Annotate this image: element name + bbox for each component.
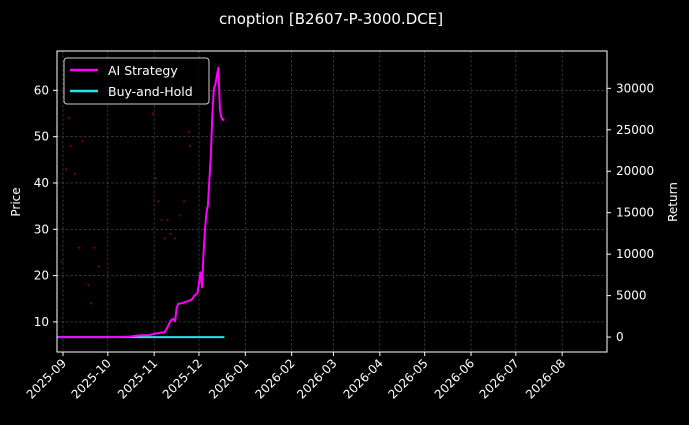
legend: AI Strategy Buy-and-Hold <box>63 57 210 105</box>
y-tick-label: 60 <box>34 83 49 97</box>
y2-tick-label: 0 <box>616 330 624 344</box>
y-tick-label: 50 <box>34 130 49 144</box>
chart-title: cnoption [B2607-P-3000.DCE] <box>219 10 443 28</box>
price-point <box>160 219 163 222</box>
left-y-axis-ticks: 10 20 30 40 50 60 <box>34 83 57 329</box>
price-point <box>64 168 67 171</box>
price-point <box>151 112 154 115</box>
price-point <box>189 144 192 147</box>
price-point <box>60 260 63 263</box>
price-point <box>169 232 172 235</box>
legend-box <box>63 57 210 105</box>
legend-label-ai-strategy: AI Strategy <box>108 63 178 78</box>
y2-tick-label: 5000 <box>616 289 647 303</box>
price-point <box>93 246 96 249</box>
price-point <box>157 200 160 203</box>
legend-label-buy-and-hold: Buy-and-Hold <box>108 84 193 99</box>
right-y-axis-ticks: 0 5000 10000 15000 20000 25000 30000 <box>607 81 654 344</box>
y-tick-label: 10 <box>34 315 49 329</box>
price-point <box>183 200 186 203</box>
y2-axis-label: Return <box>666 182 680 222</box>
price-point <box>73 172 76 175</box>
price-point <box>178 214 181 217</box>
price-point <box>166 219 169 222</box>
series-lines <box>57 66 225 339</box>
y-tick-label: 40 <box>34 176 49 190</box>
price-point <box>87 283 90 286</box>
plot-frame <box>56 50 608 353</box>
price-point <box>174 237 177 240</box>
price-point <box>187 131 190 134</box>
y2-tick-label: 10000 <box>616 247 654 261</box>
y-tick-label: 30 <box>34 222 49 236</box>
y2-tick-label: 15000 <box>616 206 654 220</box>
y2-tick-label: 30000 <box>616 81 654 95</box>
price-point <box>163 237 166 240</box>
y-axis-label: Price <box>9 187 23 216</box>
price-point <box>69 144 72 147</box>
price-point <box>154 177 157 180</box>
price-point <box>81 140 84 143</box>
price-point <box>97 265 100 268</box>
series-line-ai-strategy <box>57 66 225 339</box>
y-tick-label: 20 <box>34 269 49 283</box>
price-point <box>67 117 70 120</box>
y2-tick-label: 25000 <box>616 123 654 137</box>
y2-tick-label: 20000 <box>616 164 654 178</box>
price-point <box>78 246 81 249</box>
price-scatter <box>60 112 192 305</box>
price-point <box>90 302 93 305</box>
